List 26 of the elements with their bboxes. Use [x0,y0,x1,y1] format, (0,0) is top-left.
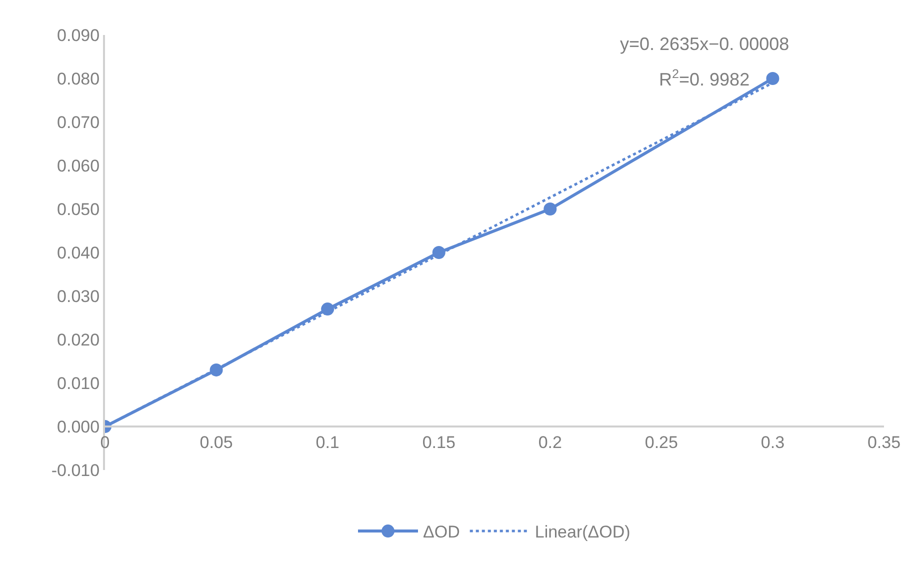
y-tick-label: 0.070 [57,112,100,132]
y-tick-label: 0.060 [57,156,100,176]
y-tick-label: 0.020 [57,330,100,350]
legend-label: ΔOD [423,522,460,542]
point [766,72,780,85]
x-tick-label: 0.1 [316,432,340,452]
y-tick-label: -0.010 [51,460,100,480]
annotation: R$^{2}$=0. 9982 [659,67,750,90]
x-tick-label: 0.15 [422,432,456,452]
x-tick-label: 0 [100,432,110,452]
x-tick-label: 0.3 [760,432,785,452]
y-tick-label: 0.000 [57,417,100,436]
y-tick-label: 0.030 [57,286,100,306]
y-tick-label: 0.090 [57,26,100,45]
x-tick-label: 0.2 [538,432,562,452]
point [321,302,334,316]
x-tick-label: 0.25 [644,432,678,452]
annotation: y=0. 2635x−0. 00008 [620,34,790,54]
x-tick-label: 0.35 [867,432,901,452]
y-tick-label: 0.080 [57,69,100,88]
legend-label: Linear(ΔOD) [534,522,630,542]
x-tick-label: 0.05 [200,432,233,452]
y-tick-label: 0.040 [57,243,100,262]
y-tick-label: 0.050 [57,200,100,219]
point [544,202,557,216]
y-tick-label: 0.010 [57,374,100,393]
